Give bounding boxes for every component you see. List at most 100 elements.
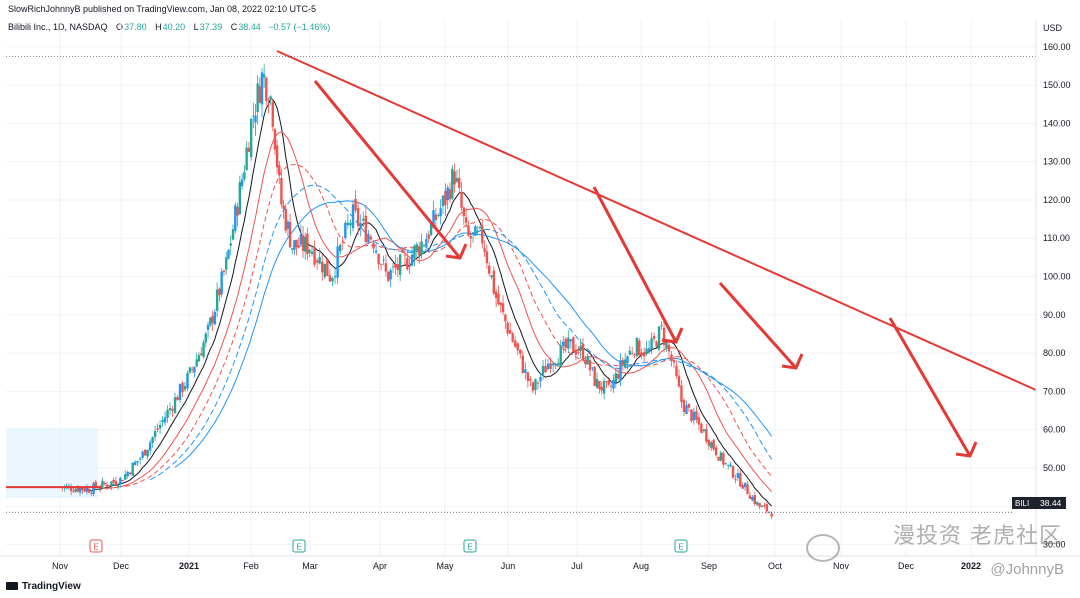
candle-body	[607, 380, 610, 385]
candle-body	[612, 379, 615, 389]
price-tick-label: 110.00	[1043, 233, 1070, 243]
earnings-marker[interactable]	[463, 539, 477, 553]
decline-arrow[interactable]	[592, 186, 678, 343]
candle-body	[556, 363, 560, 366]
candle-body	[506, 322, 509, 334]
candle-body	[652, 336, 656, 339]
time-axis[interactable]: Nov Dec 2021 Feb Mar Apr May Jun Jul Aug Sep Oct Nov…	[52, 561, 981, 571]
candle-body	[609, 386, 613, 388]
candle-body	[273, 129, 277, 150]
open-value: 37.80	[124, 22, 147, 32]
candle-body	[163, 417, 167, 423]
candle-body	[531, 382, 535, 391]
candle-body	[126, 471, 129, 477]
candle-body	[372, 243, 375, 249]
candle-body	[655, 341, 658, 347]
price-tick-label: 30.00	[1043, 540, 1066, 550]
candle-body	[209, 317, 212, 326]
decline-arrow[interactable]	[888, 317, 972, 457]
candle-body	[714, 447, 718, 456]
candle-body	[753, 495, 756, 505]
candle-body	[516, 343, 519, 351]
candle-body	[128, 472, 132, 475]
candle-body	[156, 428, 159, 430]
descending-trend-line[interactable]	[276, 50, 1037, 391]
candle-body	[536, 382, 540, 384]
candle-body	[690, 409, 693, 422]
candle-body	[178, 383, 182, 401]
candle-body	[544, 365, 547, 373]
earnings-marker[interactable]	[674, 539, 688, 553]
change-value: −0.57 (−1.46%)	[268, 22, 331, 32]
candle-body	[588, 360, 592, 371]
decline-arrow[interactable]	[313, 80, 462, 259]
candle-body	[318, 256, 321, 264]
candle-body	[211, 315, 214, 324]
candle-body	[640, 352, 643, 356]
candle-body	[336, 246, 339, 278]
candle-body	[234, 205, 237, 231]
candle-body	[171, 408, 174, 411]
candle-body	[427, 234, 430, 239]
earnings-marker[interactable]	[89, 539, 103, 553]
candle-body	[559, 345, 562, 367]
candle-body	[218, 288, 221, 296]
candle-body	[306, 233, 309, 255]
candle-body	[384, 263, 388, 272]
candle-body	[476, 230, 479, 232]
watermark-handle: @JohnnyB	[990, 561, 1064, 578]
candle-body	[202, 342, 205, 357]
candle-body	[301, 235, 305, 251]
candle-body	[446, 187, 449, 201]
candle-body	[675, 366, 678, 376]
time-tick-label: Sep	[701, 561, 717, 571]
candle-body	[308, 249, 311, 253]
symbol-name[interactable]: Bilibili Inc., 1D, NASDAQ	[8, 22, 108, 32]
candle-body	[338, 244, 342, 252]
candle-body	[584, 359, 587, 365]
candle-body	[741, 485, 744, 489]
candle-body	[631, 353, 634, 355]
price-axis[interactable]: 160.00 150.00 140.00 130.00 120.00 110.00 100.…	[1043, 42, 1071, 550]
candle-body	[78, 487, 82, 493]
tradingview-logo[interactable]: TradingView	[6, 581, 81, 592]
candle-body	[105, 484, 109, 487]
time-tick-label: May	[436, 561, 454, 571]
candle-body	[138, 458, 142, 460]
high-value: 40.20	[162, 22, 186, 32]
decline-arrow-head	[661, 327, 684, 344]
candle-body	[408, 265, 411, 267]
candle-body	[672, 359, 676, 363]
candle-body	[541, 366, 545, 375]
price-tick-label: 80.00	[1043, 348, 1066, 358]
candle-body	[591, 367, 594, 369]
earnings-marker[interactable]	[292, 539, 306, 553]
candle-body	[110, 481, 113, 486]
candle-body	[72, 491, 75, 493]
candle-body	[220, 271, 223, 295]
candle-body	[451, 168, 454, 199]
candle-body	[567, 337, 570, 349]
candle-body	[554, 363, 557, 366]
candle-body	[252, 115, 255, 117]
candle-body	[670, 354, 673, 361]
price-tick-label: 130.00	[1043, 157, 1071, 167]
candle-body	[448, 189, 452, 200]
candle-body	[247, 147, 251, 152]
close-key: C	[230, 22, 238, 32]
price-tick-label: 140.00	[1043, 118, 1071, 128]
ma-20-line	[102, 131, 773, 493]
decline-arrow-head	[781, 353, 804, 370]
open-key: O	[116, 22, 124, 32]
candle-body	[492, 270, 496, 294]
candle-body	[377, 254, 380, 265]
candle-body	[521, 355, 525, 373]
candle-body	[158, 424, 162, 429]
candle-body	[112, 479, 115, 483]
candle-body	[724, 463, 727, 464]
candle-body	[650, 338, 653, 350]
decline-arrow[interactable]	[718, 282, 798, 369]
candle-body	[249, 118, 253, 158]
